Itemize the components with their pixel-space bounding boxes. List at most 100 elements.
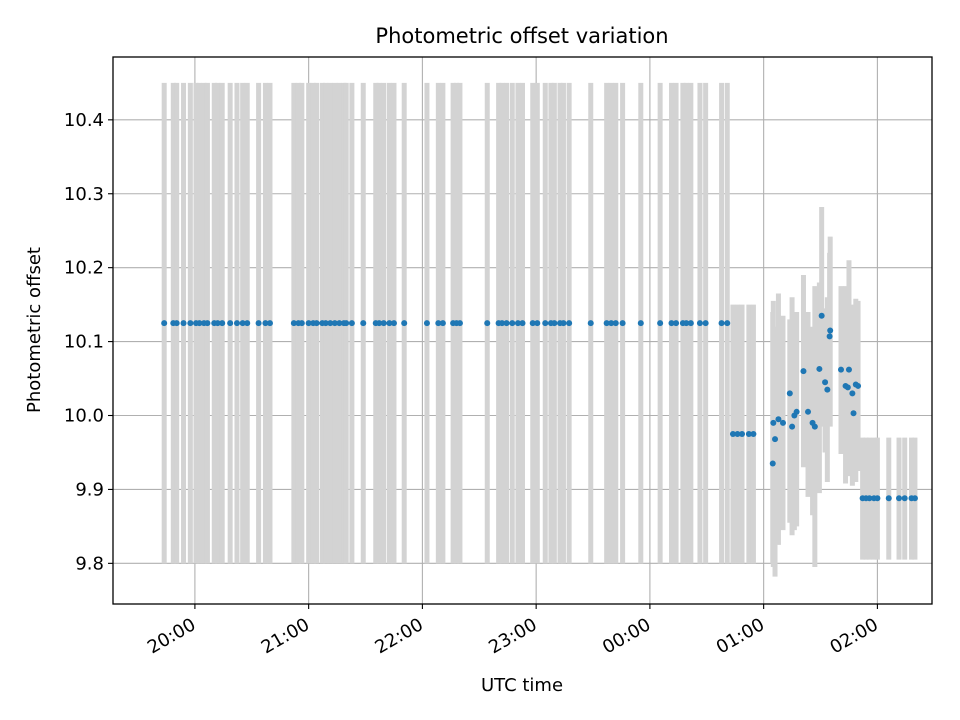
data-point: [800, 368, 807, 375]
data-point: [534, 320, 541, 327]
data-point: [702, 320, 709, 327]
data-point: [838, 366, 844, 373]
data-point: [683, 320, 690, 327]
data-point: [775, 416, 782, 423]
y-tick-label: 10.2: [64, 258, 104, 279]
data-point: [793, 408, 800, 415]
chart-title: Photometric offset variation: [375, 24, 668, 48]
data-point: [161, 320, 168, 327]
data-point: [376, 320, 383, 327]
data-point: [637, 320, 644, 327]
data-point: [360, 320, 367, 327]
data-point: [305, 320, 312, 327]
data-point: [855, 382, 862, 389]
data-point: [542, 320, 549, 327]
data-point: [818, 312, 825, 319]
y-tick-label: 9.8: [75, 553, 104, 574]
y-tick-label: 10.3: [64, 184, 104, 205]
data-point: [696, 320, 703, 327]
data-point: [380, 320, 387, 327]
error-bars: [161, 82, 918, 577]
x-tick-label: 02:00: [826, 614, 881, 658]
data-point: [401, 320, 408, 327]
data-point: [770, 419, 777, 426]
data-point: [514, 320, 521, 327]
data-point: [336, 320, 343, 327]
data-point: [745, 430, 752, 437]
data-point: [343, 320, 350, 327]
data-point: [603, 320, 610, 327]
x-tick-label: 22:00: [371, 614, 426, 658]
plot-frame: [112, 56, 933, 605]
data-point: [327, 320, 334, 327]
data-point: [844, 384, 851, 391]
data-point: [750, 430, 757, 437]
data-point: [173, 320, 180, 327]
data-point: [290, 320, 297, 327]
data-point: [874, 495, 881, 502]
data-point: [386, 320, 393, 327]
data-point: [885, 495, 892, 502]
data-point: [484, 320, 491, 327]
data-point: [901, 495, 908, 502]
data-point: [587, 320, 594, 327]
data-point: [519, 320, 526, 327]
x-tick-label: 23:00: [485, 614, 540, 658]
data-point: [896, 495, 903, 502]
data-point: [180, 320, 187, 327]
data-point: [560, 320, 567, 327]
data-point: [612, 320, 619, 327]
data-points: [161, 312, 918, 502]
data-point: [566, 320, 573, 327]
data-point: [435, 320, 442, 327]
data-point: [822, 379, 829, 386]
y-axis-ticks: 9.8 9.9 10.0 10.1 10.2 10.3 10.4: [64, 110, 113, 574]
data-point: [805, 408, 812, 415]
data-point: [668, 320, 675, 327]
data-point: [687, 320, 694, 327]
y-tick-label: 10.0: [64, 406, 104, 427]
data-point: [503, 320, 510, 327]
x-axis-label: UTC time: [481, 675, 563, 696]
data-point: [608, 320, 615, 327]
data-point: [298, 320, 305, 327]
data-point: [255, 320, 262, 327]
data-point: [204, 320, 211, 327]
data-point: [423, 320, 430, 327]
data-point: [244, 320, 251, 327]
data-point: [850, 410, 857, 417]
data-point: [724, 320, 731, 327]
data-point: [499, 320, 506, 327]
data-point: [439, 320, 446, 327]
data-point: [779, 419, 786, 426]
data-point: [739, 430, 746, 437]
x-tick-label: 21:00: [258, 614, 313, 658]
data-point: [824, 386, 831, 393]
y-tick-label: 10.4: [64, 110, 104, 131]
data-point: [266, 320, 273, 327]
data-point: [911, 495, 918, 502]
data-point: [729, 430, 736, 437]
data-point: [811, 423, 818, 430]
data-point: [718, 320, 725, 327]
data-point: [849, 390, 856, 397]
data-point: [826, 333, 833, 340]
data-point: [673, 320, 680, 327]
x-axis-ticks: 20:00 21:00 22:00 23:00 00:00 01:00 02:00: [144, 604, 882, 658]
data-point: [196, 320, 203, 327]
data-point: [827, 327, 834, 334]
y-tick-label: 10.1: [64, 332, 104, 353]
data-point: [322, 320, 329, 327]
data-point: [262, 320, 269, 327]
data-point: [816, 365, 823, 372]
data-point: [348, 320, 355, 327]
data-point: [772, 436, 779, 443]
x-tick-label: 00:00: [599, 614, 654, 658]
data-point: [845, 366, 852, 373]
data-point: [866, 495, 873, 502]
data-point: [233, 320, 240, 327]
y-tick-label: 9.9: [75, 479, 104, 500]
x-tick-label: 20:00: [144, 614, 199, 658]
data-point: [456, 320, 463, 327]
